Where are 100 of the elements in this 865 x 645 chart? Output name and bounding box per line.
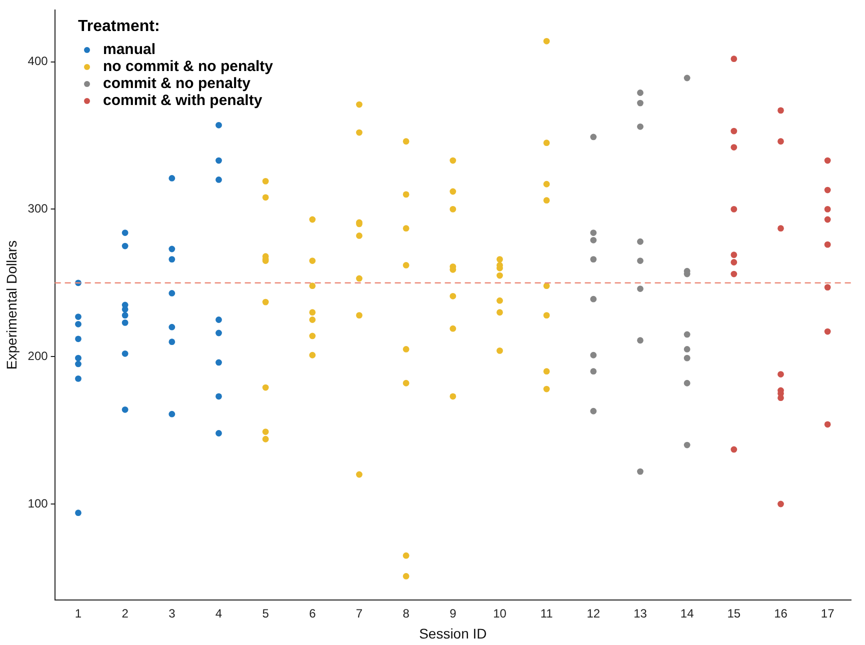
point	[75, 510, 82, 516]
point	[168, 338, 176, 346]
point	[824, 157, 831, 164]
point	[730, 259, 738, 266]
point	[684, 354, 690, 362]
point	[450, 393, 456, 400]
point	[122, 350, 128, 357]
legend-label: commit & with penalty	[103, 92, 262, 109]
point	[543, 197, 550, 204]
point	[637, 123, 644, 130]
point	[730, 144, 738, 150]
y-tick-label: 400	[28, 54, 48, 68]
point	[590, 352, 597, 358]
legend-label: commit & no penalty	[103, 75, 251, 92]
point	[778, 138, 784, 145]
legend-label: no commit & no penalty	[103, 58, 274, 75]
point	[262, 436, 269, 442]
point	[122, 406, 128, 413]
point	[590, 296, 597, 302]
x-tick-label: 6	[309, 606, 316, 620]
point	[402, 346, 410, 352]
point	[543, 312, 550, 319]
point	[778, 371, 784, 378]
point	[168, 256, 176, 263]
point	[402, 262, 410, 268]
point	[402, 138, 410, 145]
point	[122, 319, 128, 326]
point	[824, 186, 831, 194]
x-tick-label: 2	[122, 606, 129, 620]
point	[450, 325, 456, 332]
point	[590, 236, 597, 244]
x-tick-label: 13	[634, 606, 648, 620]
point	[75, 354, 82, 362]
point	[168, 175, 176, 182]
point	[309, 282, 316, 290]
point	[730, 206, 738, 212]
point	[450, 188, 456, 195]
point	[637, 100, 644, 106]
point	[684, 346, 690, 352]
point	[824, 241, 831, 248]
point	[730, 56, 738, 62]
point	[356, 232, 362, 239]
point	[122, 312, 128, 319]
x-tick-label: 14	[680, 606, 694, 620]
point	[168, 410, 176, 418]
point	[543, 368, 550, 375]
point	[122, 306, 128, 313]
point	[216, 393, 222, 400]
point	[356, 471, 362, 478]
point	[684, 442, 690, 448]
point	[496, 256, 503, 263]
point	[824, 421, 831, 428]
x-tick-label: 3	[168, 606, 176, 620]
point	[590, 408, 597, 414]
x-tick-label: 10	[493, 606, 507, 620]
point	[496, 297, 503, 304]
point	[262, 194, 269, 201]
point	[637, 238, 644, 245]
point	[824, 206, 831, 212]
point	[402, 552, 410, 559]
point	[450, 292, 456, 300]
point	[778, 500, 784, 508]
point	[684, 331, 690, 338]
point	[216, 359, 222, 366]
point	[590, 368, 597, 375]
point	[216, 157, 222, 164]
point	[309, 258, 316, 264]
point	[402, 380, 410, 386]
point	[590, 256, 597, 263]
y-tick-label: 200	[28, 348, 48, 363]
point	[122, 230, 128, 236]
point	[168, 324, 176, 330]
point	[637, 468, 644, 475]
point	[216, 330, 222, 336]
y-tick-label: 300	[28, 202, 48, 216]
point	[168, 246, 176, 252]
point	[356, 275, 362, 282]
x-axis-title: Session ID	[419, 625, 487, 642]
point	[496, 347, 503, 354]
point	[730, 446, 738, 453]
point	[450, 157, 456, 164]
x-tick-label: 16	[774, 606, 788, 620]
point	[543, 386, 550, 392]
x-tick-label: 8	[402, 606, 410, 620]
point	[75, 376, 82, 382]
point	[75, 336, 82, 342]
point	[778, 107, 784, 114]
point	[262, 428, 269, 435]
x-tick-label: 17	[820, 606, 835, 620]
x-tick-label: 15	[727, 606, 741, 620]
point	[402, 225, 410, 232]
point	[543, 282, 550, 290]
point	[216, 176, 222, 183]
point	[75, 314, 82, 320]
x-tick-label: 12	[586, 606, 600, 620]
x-tick-label: 5	[262, 606, 270, 620]
point	[309, 352, 316, 358]
point	[637, 258, 644, 264]
point	[730, 252, 738, 258]
point	[824, 328, 831, 335]
